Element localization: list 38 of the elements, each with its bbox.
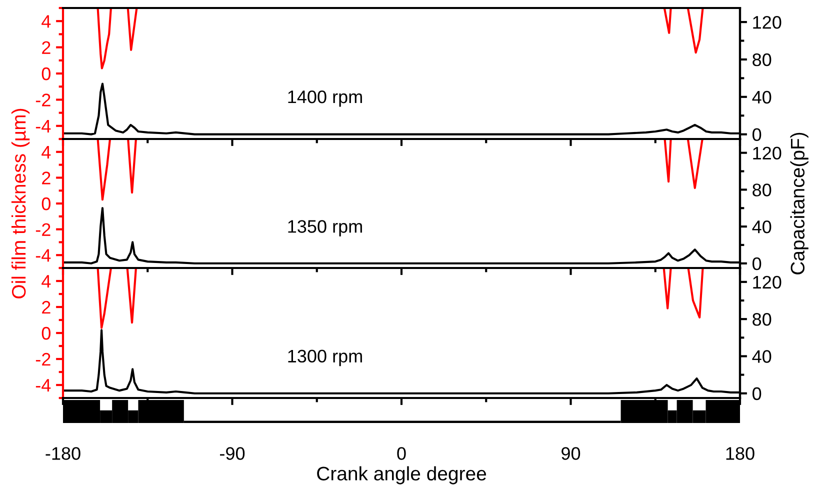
annotation: 1300 rpm [288,350,362,366]
y2-tick-label: 40 [752,220,772,234]
y-tick-label: -4 [36,120,51,132]
y2-tick-label: 80 [752,313,772,326]
y-tick-label: 0 [42,197,50,210]
y2-tick-label: 120 [753,276,782,289]
y-tick-label: 2 [42,300,50,314]
y2-axis-title: Capacitance(pF) [790,132,808,274]
y2-tick-label: 120 [753,16,782,29]
y-tick-label: 2 [42,172,50,184]
y-tick-label: -2 [36,352,50,366]
x-tick-label: 90 [562,447,580,460]
y2-tick-label: 80 [752,53,772,66]
y2-tick-label: 80 [752,184,772,196]
x-tick-label: -90 [220,447,245,460]
y-tick-label: 4 [42,146,51,158]
x-tick-label: -180 [46,447,80,460]
y2-tick-label: 0 [752,257,762,270]
y2-tick-label: 120 [753,146,782,160]
y-tick-label: -4 [36,379,51,392]
y-tick-label: 4 [42,275,51,288]
annotation: 1350 rpm [288,220,362,236]
y-tick-label: 2 [42,41,50,54]
x-axis-title: Crank angle degree [317,466,486,484]
y-tick-label: -4 [36,249,51,262]
y-axis-title: Oil film thickness (µm) [11,108,30,298]
x-tick-label: 180 [726,447,754,460]
y-tick-label: 0 [42,326,50,340]
x-tick-label: 0 [397,447,406,460]
y2-tick-label: 0 [752,387,762,400]
y-tick-label: -2 [36,223,50,236]
y2-tick-label: 0 [752,128,762,142]
y2-tick-label: 40 [752,350,772,363]
y-tick-label: 0 [42,67,50,80]
y-tick-label: -2 [36,94,50,106]
y2-tick-label: 40 [752,90,772,104]
annotation: 1400 rpm [288,90,362,107]
y-tick-label: 4 [42,15,51,28]
